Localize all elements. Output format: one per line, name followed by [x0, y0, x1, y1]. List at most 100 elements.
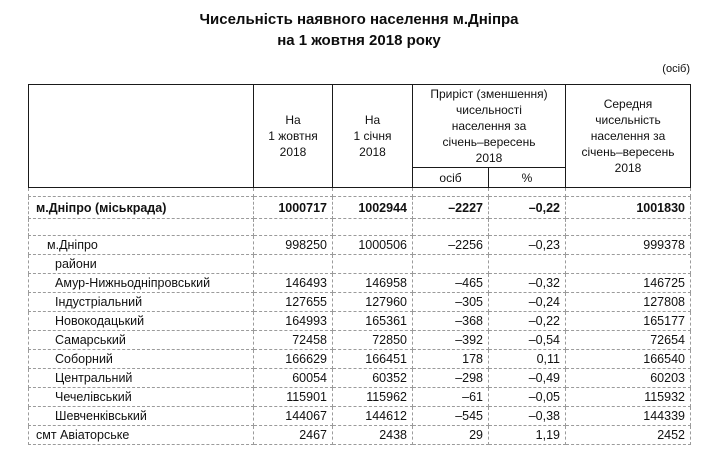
value-oct-2018: 166629: [253, 349, 333, 369]
value-oct-2018: 60054: [253, 368, 333, 388]
value-change-persons: –298: [412, 368, 489, 388]
value-change-percent: [488, 254, 566, 274]
value-jan-2018: 127960: [332, 292, 413, 312]
value-jan-2018: [332, 254, 413, 274]
value-average: [565, 218, 691, 236]
table-row: Центральний 60054 60352 –298 –0,49 60203: [28, 368, 691, 388]
value-oct-2018: [253, 218, 333, 236]
row-label: Новокодацький: [28, 311, 254, 331]
value-change-persons: –61: [412, 387, 489, 407]
row-label: Амур-Нижньодніпровський: [28, 273, 254, 293]
table-row: Самарський 72458 72850 –392 –0,54 72654: [28, 330, 691, 350]
value-jan-2018: 1002944: [332, 196, 413, 219]
value-average: [565, 187, 691, 197]
header-col-jan-2018: На 1 січня 2018: [332, 84, 413, 188]
table-row: Новокодацький 164993 165361 –368 –0,22 1…: [28, 311, 691, 331]
value-oct-2018: 72458: [253, 330, 333, 350]
value-change-percent: –0,22: [488, 196, 566, 219]
value-change-persons: [412, 218, 489, 236]
row-label: м.Дніпро: [28, 235, 254, 255]
row-label: м.Дніпро (міськрада): [28, 196, 254, 219]
value-jan-2018: 72850: [332, 330, 413, 350]
row-label: Індустріальний: [28, 292, 254, 312]
row-label: райони: [28, 254, 254, 274]
table-row: Амур-Нижньодніпровський 146493 146958 –4…: [28, 273, 691, 293]
table-row: Шевченківський 144067 144612 –545 –0,38 …: [28, 406, 691, 426]
value-change-percent: –0,22: [488, 311, 566, 331]
value-change-percent: –0,05: [488, 387, 566, 407]
row-label: Чечелівський: [28, 387, 254, 407]
row-label: Центральний: [28, 368, 254, 388]
value-jan-2018: [332, 218, 413, 236]
value-average: 127808: [565, 292, 691, 312]
value-oct-2018: 2467: [253, 425, 333, 445]
table-row: смт Авіаторське 2467 2438 29 1,19 2452: [28, 425, 691, 445]
value-change-percent: –0,32: [488, 273, 566, 293]
value-average: 2452: [565, 425, 691, 445]
value-oct-2018: 164993: [253, 311, 333, 331]
value-average: 165177: [565, 311, 691, 331]
value-change-persons: –2256: [412, 235, 489, 255]
value-change-persons: [412, 187, 489, 197]
table-row: [28, 218, 691, 236]
header-sub-persons: осіб: [412, 167, 489, 188]
unit-note: (осіб): [662, 63, 690, 75]
value-jan-2018: 2438: [332, 425, 413, 445]
page-title: Чисельність наявного населення м.Дніпра …: [28, 9, 690, 51]
value-change-persons: –368: [412, 311, 489, 331]
table-row: [28, 187, 691, 197]
value-change-persons: [412, 254, 489, 274]
value-average: 146725: [565, 273, 691, 293]
value-jan-2018: 115962: [332, 387, 413, 407]
row-label: Самарський: [28, 330, 254, 350]
row-label: [28, 187, 254, 197]
header-col-name: [28, 84, 254, 188]
value-oct-2018: 115901: [253, 387, 333, 407]
page-title-line1: Чисельність наявного населення м.Дніпра: [199, 11, 519, 28]
value-change-percent: –0,23: [488, 235, 566, 255]
value-average: 166540: [565, 349, 691, 369]
value-oct-2018: 146493: [253, 273, 333, 293]
value-average: 144339: [565, 406, 691, 426]
value-oct-2018: 144067: [253, 406, 333, 426]
value-oct-2018: 1000717: [253, 196, 333, 219]
value-change-persons: –545: [412, 406, 489, 426]
value-change-percent: [488, 218, 566, 236]
value-jan-2018: [332, 187, 413, 197]
row-label: смт Авіаторське: [28, 425, 254, 445]
value-change-persons: –305: [412, 292, 489, 312]
value-change-percent: –0,49: [488, 368, 566, 388]
value-change-percent: [488, 187, 566, 197]
table-header: На 1 жовтня 2018 На 1 січня 2018 Приріст…: [28, 84, 691, 188]
value-average: 999378: [565, 235, 691, 255]
header-group-change: Приріст (зменшення) чисельності населенн…: [412, 84, 566, 168]
value-change-percent: –0,38: [488, 406, 566, 426]
table-row: м.Дніпро 998250 1000506 –2256 –0,23 9993…: [28, 235, 691, 255]
value-jan-2018: 60352: [332, 368, 413, 388]
header-col-average: Середня чисельність населення за січень–…: [565, 84, 691, 188]
value-oct-2018: [253, 187, 333, 197]
row-label: Шевченківський: [28, 406, 254, 426]
value-change-persons: 178: [412, 349, 489, 369]
table-row: Індустріальний 127655 127960 –305 –0,24 …: [28, 292, 691, 312]
table-body: м.Дніпро (міськрада) 1000717 1002944 –22…: [28, 187, 691, 445]
table-row: Соборний 166629 166451 178 0,11 166540: [28, 349, 691, 369]
value-change-persons: –392: [412, 330, 489, 350]
value-jan-2018: 165361: [332, 311, 413, 331]
page-title-line2: на 1 жовтня 2018 року: [277, 32, 441, 49]
header-row-main: На 1 жовтня 2018 На 1 січня 2018 Приріст…: [28, 84, 691, 188]
value-oct-2018: 998250: [253, 235, 333, 255]
value-average: 1001830: [565, 196, 691, 219]
row-label: [28, 218, 254, 236]
value-change-persons: –2227: [412, 196, 489, 219]
value-average: 60203: [565, 368, 691, 388]
table-row: Чечелівський 115901 115962 –61 –0,05 115…: [28, 387, 691, 407]
value-change-percent: 1,19: [488, 425, 566, 445]
value-change-persons: 29: [412, 425, 489, 445]
value-average: 115932: [565, 387, 691, 407]
value-average: [565, 254, 691, 274]
value-change-percent: 0,11: [488, 349, 566, 369]
header-col-oct-2018: На 1 жовтня 2018: [253, 84, 333, 188]
value-oct-2018: [253, 254, 333, 274]
